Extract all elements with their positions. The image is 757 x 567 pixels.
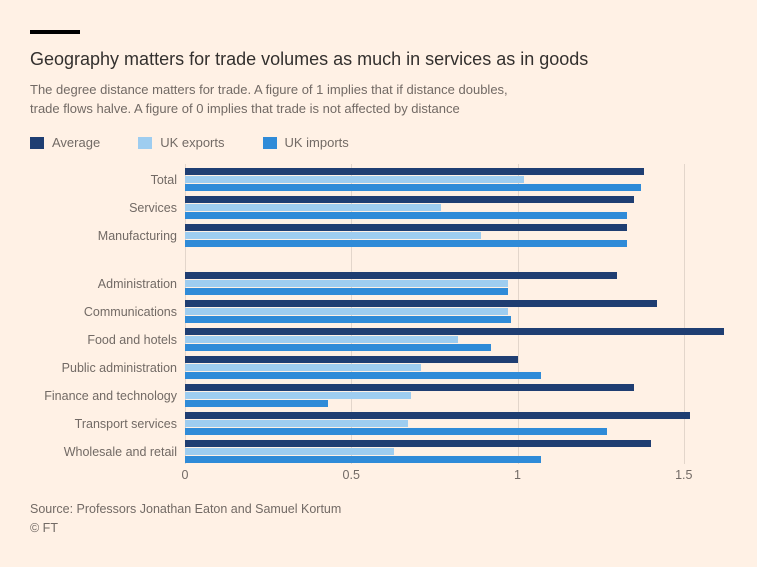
bars-canvas: [185, 164, 727, 464]
legend-swatch: [263, 137, 277, 149]
gridline: [684, 164, 685, 464]
legend-swatch: [30, 137, 44, 149]
bar: [185, 184, 641, 191]
bar: [185, 308, 508, 315]
legend-label: Average: [52, 135, 100, 150]
bar: [185, 300, 657, 307]
bar: [185, 328, 724, 335]
category-label: Transport services: [75, 417, 177, 431]
category-label: Communications: [84, 305, 177, 319]
chart-title: Geography matters for trade volumes as m…: [30, 48, 727, 71]
bar: [185, 240, 627, 247]
bar: [185, 316, 511, 323]
chart-plot: Total Services Manufacturing Administration…: [30, 164, 727, 464]
bar: [185, 372, 541, 379]
bar: [185, 400, 328, 407]
gridline: [518, 164, 519, 464]
bar: [185, 428, 607, 435]
source-line: Source: Professors Jonathan Eaton and Sa…: [30, 502, 341, 516]
chart-subtitle: The degree distance matters for trade. A…: [30, 81, 727, 119]
category-label: Food and hotels: [87, 333, 177, 347]
y-axis-labels: Total Services Manufacturing Administration…: [30, 164, 185, 464]
bar: [185, 272, 617, 279]
bar: [185, 356, 518, 363]
bar: [185, 196, 634, 203]
bar: [185, 212, 627, 219]
bar: [185, 204, 441, 211]
legend-item: UK exports: [138, 135, 224, 150]
category-label: Wholesale and retail: [64, 445, 177, 459]
bar: [185, 336, 458, 343]
bar: [185, 392, 411, 399]
category-label: Services: [129, 201, 177, 215]
bar: [185, 456, 541, 463]
bar: [185, 176, 524, 183]
category-label: Finance and technology: [44, 389, 177, 403]
bar: [185, 384, 634, 391]
bar: [185, 448, 394, 455]
legend-label: UK imports: [285, 135, 349, 150]
subtitle-line: trade flows halve. A figure of 0 implies…: [30, 101, 460, 116]
x-tick-label: 1.5: [675, 468, 692, 482]
subtitle-line: The degree distance matters for trade. A…: [30, 82, 508, 97]
x-tick-label: 0.5: [343, 468, 360, 482]
category-label: Public administration: [62, 361, 177, 375]
chart-legend: Average UK exports UK imports: [30, 135, 727, 150]
header-rule: [30, 30, 80, 34]
category-label: Administration: [98, 277, 177, 291]
legend-label: UK exports: [160, 135, 224, 150]
bar: [185, 224, 627, 231]
legend-swatch: [138, 137, 152, 149]
category-label: Manufacturing: [98, 229, 177, 243]
bar: [185, 288, 508, 295]
x-tick-label: 0: [182, 468, 189, 482]
bar: [185, 344, 491, 351]
bar: [185, 364, 421, 371]
bar: [185, 280, 508, 287]
legend-item: Average: [30, 135, 100, 150]
chart-source: Source: Professors Jonathan Eaton and Sa…: [30, 500, 727, 538]
bar: [185, 440, 651, 447]
source-line: © FT: [30, 521, 58, 535]
bar: [185, 232, 481, 239]
category-label: Total: [151, 173, 177, 187]
chart-container: Geography matters for trade volumes as m…: [0, 0, 757, 567]
legend-item: UK imports: [263, 135, 349, 150]
bar: [185, 168, 644, 175]
bar: [185, 412, 690, 419]
x-tick-label: 1: [514, 468, 521, 482]
bar: [185, 420, 408, 427]
x-axis: 0 0.5 1 1.5: [185, 464, 727, 486]
